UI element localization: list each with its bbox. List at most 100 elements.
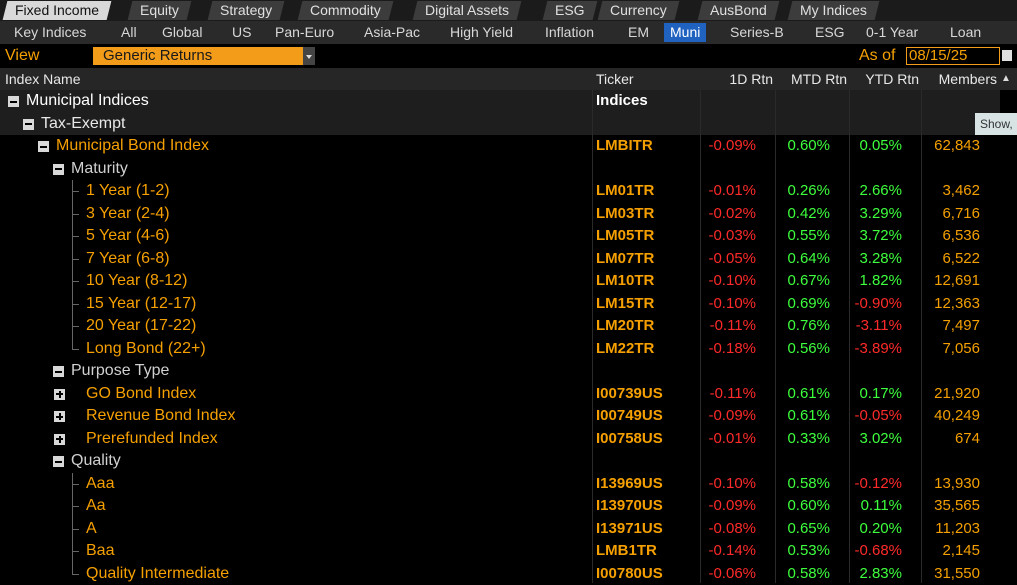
- column-separator: [921, 90, 922, 583]
- view-dropdown[interactable]: Generic Returns: [93, 47, 315, 65]
- table-row[interactable]: Maturity: [0, 158, 1000, 181]
- secondary-tab[interactable]: 0-1 Year: [860, 23, 924, 42]
- return-value: -0.01%: [708, 428, 756, 451]
- secondary-tab[interactable]: Loan: [944, 23, 987, 42]
- secondary-tab[interactable]: All: [115, 23, 143, 42]
- primary-tab[interactable]: Equity: [128, 1, 192, 20]
- primary-tab[interactable]: My Indices: [788, 1, 880, 20]
- return-value: 0.58%: [787, 473, 830, 496]
- tree-line: [72, 281, 79, 282]
- column-header[interactable]: YTD Rtn: [865, 68, 919, 90]
- date-field[interactable]: 08/15/25: [906, 47, 1000, 65]
- table-row[interactable]: Quality: [0, 450, 1000, 473]
- expand-toggle[interactable]: [38, 141, 49, 152]
- primary-tab[interactable]: AusBond: [698, 1, 780, 20]
- table-row[interactable]: 20 Year (17-22)LM20TR-0.11%0.76%-3.11%7,…: [0, 315, 1000, 338]
- secondary-tab[interactable]: US: [226, 23, 257, 42]
- tree-line: [72, 236, 79, 237]
- secondary-tab[interactable]: Asia-Pac: [358, 23, 426, 42]
- expand-toggle[interactable]: [53, 366, 64, 377]
- return-value: -0.06%: [708, 563, 756, 585]
- secondary-tab[interactable]: Pan-Euro: [269, 23, 340, 42]
- index-name: Municipal Indices: [26, 90, 149, 113]
- return-value: 3.72%: [859, 225, 902, 248]
- table-row[interactable]: 7 Year (6-8)LM07TR-0.05%0.64%3.28%6,522: [0, 248, 1000, 271]
- expand-toggle[interactable]: [53, 164, 64, 175]
- expand-toggle[interactable]: [8, 96, 19, 107]
- primary-tab[interactable]: Currency: [598, 1, 680, 20]
- secondary-tab[interactable]: Key Indices: [8, 23, 92, 42]
- column-header[interactable]: MTD Rtn: [791, 68, 847, 90]
- table-row[interactable]: Purpose Type: [0, 360, 1000, 383]
- return-value: -0.10%: [708, 270, 756, 293]
- dropdown-arrow[interactable]: [303, 47, 315, 65]
- table-row[interactable]: 3 Year (2-4)LM03TR-0.02%0.42%3.29%6,716: [0, 203, 1000, 226]
- tree-line: [72, 484, 79, 485]
- secondary-tab[interactable]: Muni: [664, 23, 706, 42]
- return-value: -0.01%: [708, 180, 756, 203]
- index-name: Quality Intermediate: [86, 563, 229, 585]
- index-name: 20 Year (17-22): [86, 315, 196, 338]
- ticker: LM05TR: [596, 225, 654, 248]
- expand-toggle[interactable]: [23, 119, 34, 130]
- table-row[interactable]: Tax-Exempt: [0, 113, 1000, 136]
- expand-toggle[interactable]: [53, 456, 64, 467]
- index-name: GO Bond Index: [86, 383, 196, 406]
- return-value: 0.61%: [787, 405, 830, 428]
- return-value: 0.05%: [859, 135, 902, 158]
- return-value: -0.90%: [854, 293, 902, 316]
- secondary-tab[interactable]: Global: [156, 23, 208, 42]
- tab-label: AusBond: [710, 1, 767, 20]
- table-row[interactable]: Long Bond (22+)LM22TR-0.18%0.56%-3.89%7,…: [0, 338, 1000, 361]
- secondary-tab[interactable]: ESG: [809, 23, 851, 42]
- primary-tab[interactable]: ESG: [543, 1, 597, 20]
- index-name: Aa: [86, 495, 106, 518]
- secondary-tab[interactable]: Series-B: [724, 23, 790, 42]
- arrow-icon: [303, 47, 315, 65]
- scroll-up[interactable]: ▲: [999, 71, 1013, 87]
- ticker: I13971US: [596, 518, 663, 541]
- table-row[interactable]: 5 Year (4-6)LM05TR-0.03%0.55%3.72%6,536: [0, 225, 1000, 248]
- return-value: 2.83%: [859, 563, 902, 585]
- members: 674: [955, 428, 980, 451]
- return-value: -0.14%: [708, 540, 756, 563]
- tooltip: Show,: [975, 113, 1017, 135]
- index-name: Tax-Exempt: [41, 113, 125, 136]
- column-header[interactable]: 1D Rtn: [729, 68, 773, 90]
- members: 40,249: [934, 405, 980, 428]
- secondary-tab[interactable]: EM: [622, 23, 655, 42]
- column-header[interactable]: Ticker: [596, 68, 634, 90]
- column-header[interactable]: Members: [939, 68, 997, 90]
- return-value: -0.10%: [708, 293, 756, 316]
- table-row[interactable]: 10 Year (8-12)LM10TR-0.10%0.67%1.82%12,6…: [0, 270, 1000, 293]
- column-header[interactable]: Index Name: [5, 68, 80, 90]
- expand-toggle[interactable]: [54, 411, 65, 422]
- table-row[interactable]: 15 Year (12-17)LM15TR-0.10%0.69%-0.90%12…: [0, 293, 1000, 316]
- members: 6,522: [942, 248, 980, 271]
- ticker: I13970US: [596, 495, 663, 518]
- primary-tabs: Fixed Income Equity Strategy Commodity Digit…: [0, 0, 1017, 21]
- expand-toggle[interactable]: [54, 389, 65, 400]
- primary-tab[interactable]: Strategy: [208, 1, 285, 20]
- index-name: 10 Year (8-12): [86, 270, 187, 293]
- table-row[interactable]: 1 Year (1-2)LM01TR-0.01%0.26%2.66%3,462: [0, 180, 1000, 203]
- primary-tab[interactable]: Commodity: [298, 1, 394, 20]
- secondary-tab[interactable]: Inflation: [539, 23, 600, 42]
- index-name: 15 Year (12-17): [86, 293, 196, 316]
- expand-toggle[interactable]: [54, 434, 65, 445]
- primary-tab[interactable]: Fixed Income: [3, 1, 112, 20]
- primary-tab[interactable]: Digital Assets: [413, 1, 522, 20]
- calendar-button[interactable]: [1002, 50, 1012, 61]
- secondary-tab[interactable]: High Yield: [444, 23, 519, 42]
